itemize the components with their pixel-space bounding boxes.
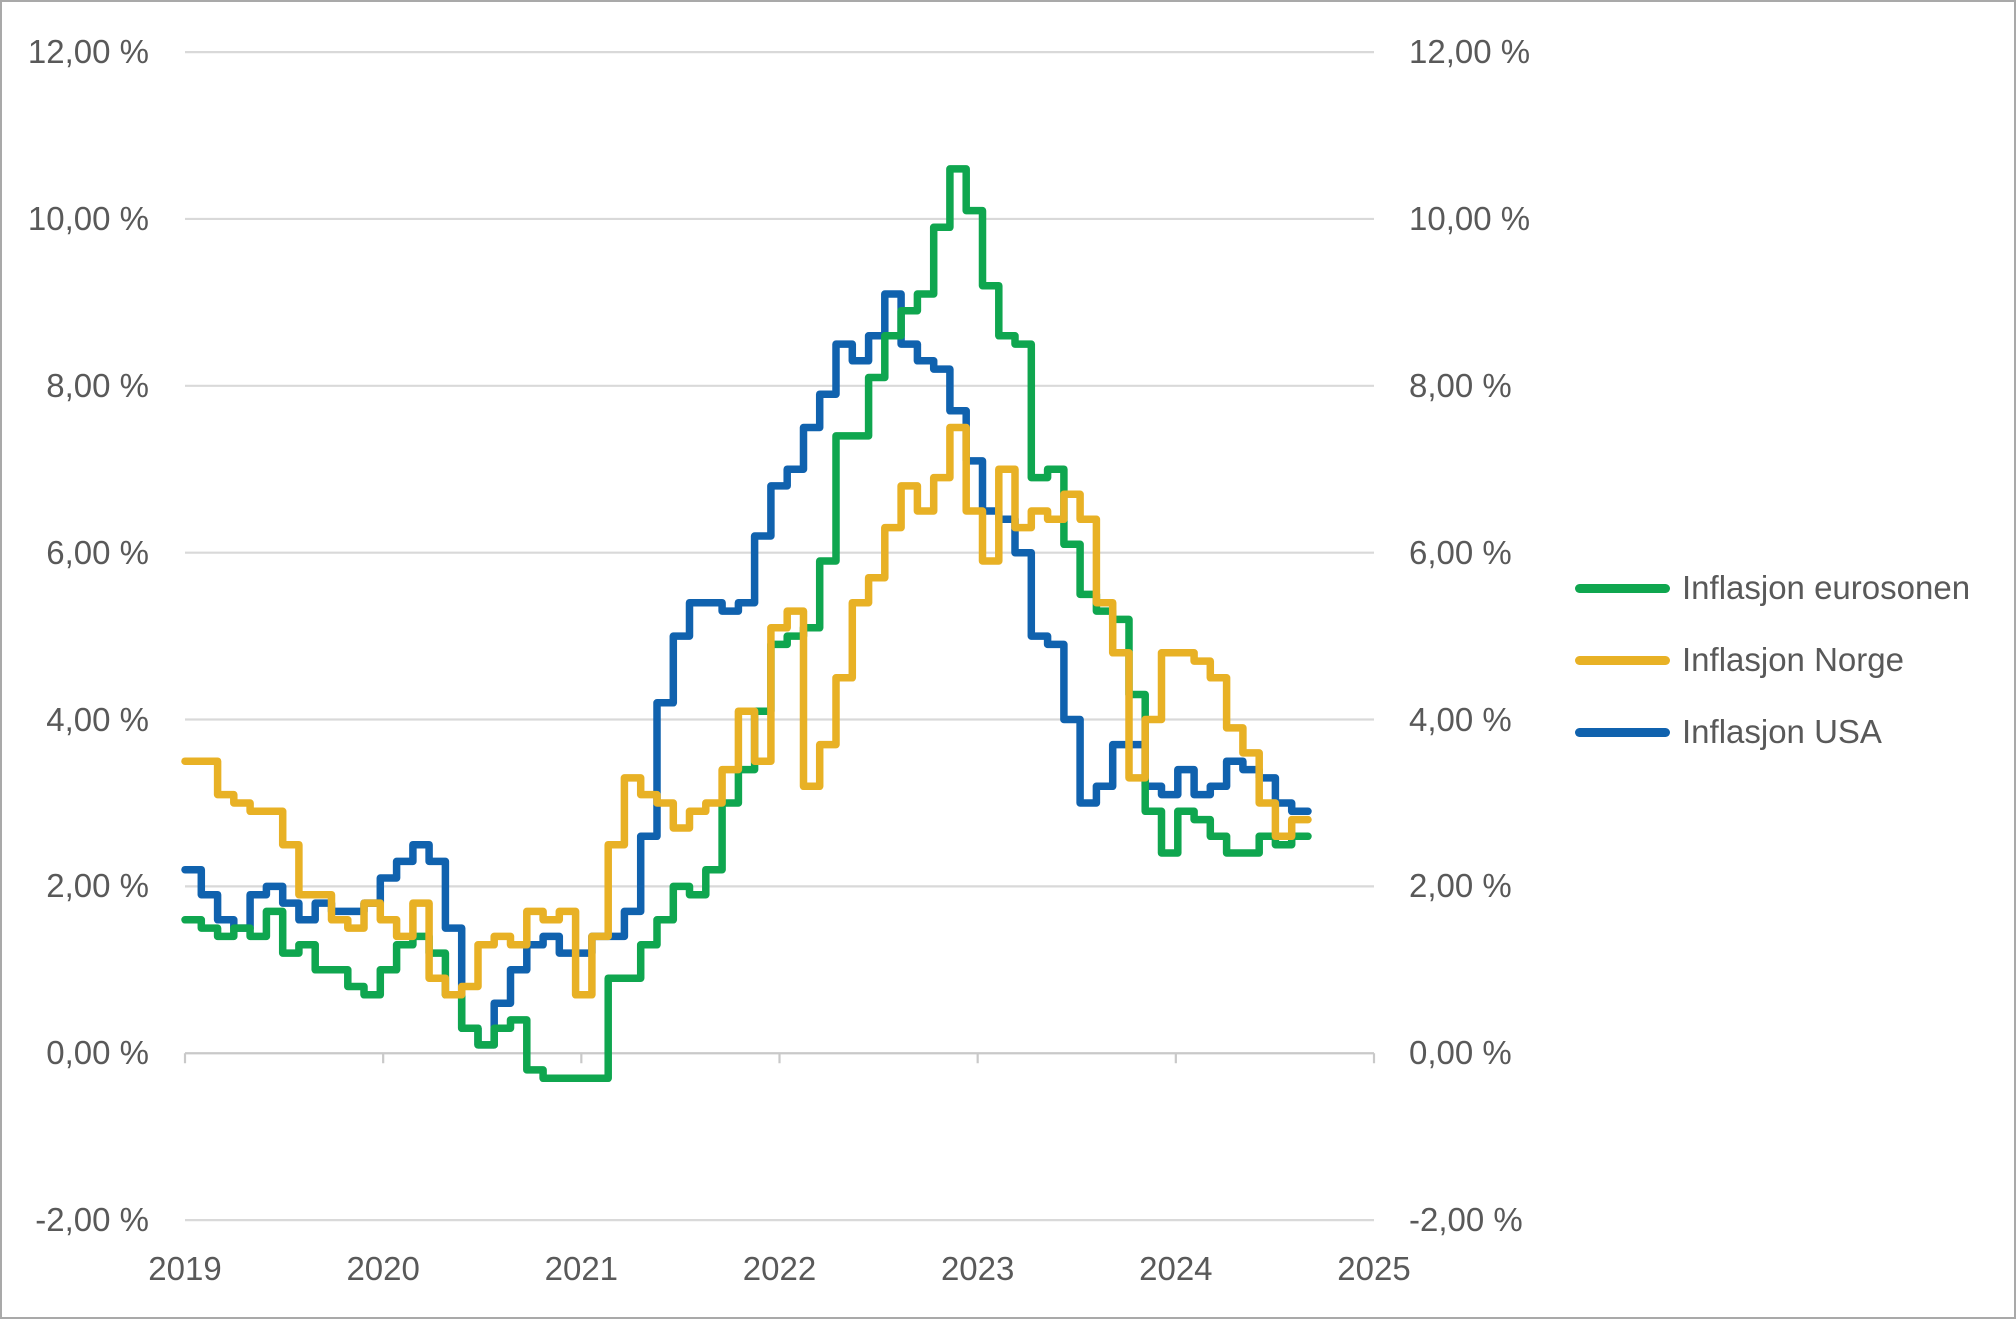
series-line-inflasjon-norge [181,423,1312,999]
y-axis-label-right: 2,00 % [1409,867,1512,905]
legend-line-swatch [1575,656,1670,665]
series-line-inflasjon-eurosonen [181,165,1312,1083]
y-axis-label-left: 0,00 % [46,1034,149,1072]
y-axis-label-right: 0,00 % [1409,1034,1512,1072]
y-axis-label-right: 12,00 % [1409,33,1531,71]
y-axis-label-right: 4,00 % [1409,700,1512,738]
x-axis-label: 2022 [742,1250,817,1287]
legend-line-swatch [1575,728,1670,737]
legend-label: Inflasjon Norge [1682,641,1904,678]
y-axis-label-left: -2,00 % [35,1201,149,1239]
y-axis-label-left: 8,00 % [46,366,149,404]
legend-line-swatch [1575,584,1670,593]
x-axis-label: 2020 [346,1250,420,1287]
y-axis-label-left: 2,00 % [46,867,149,905]
gridlines [183,50,1376,1222]
legend-label: Inflasjon USA [1682,713,1882,750]
y-axis-label-left: 4,00 % [46,700,149,738]
y-axis-label-right: -2,00 % [1409,1201,1523,1239]
y-axis-label-left: 10,00 % [27,199,149,237]
y-axis-label-right: 8,00 % [1409,366,1512,404]
legend-label: Inflasjon eurosonen [1682,569,1971,606]
x-axis-label: 2025 [1337,1250,1411,1287]
y-axis-label-right: 10,00 % [1409,199,1531,237]
x-axis-label: 2019 [148,1250,222,1287]
y-axis-label-left: 12,00 % [27,33,149,71]
series-line-inflasjon-usa [181,290,1312,1049]
x-axis-label: 2023 [940,1250,1015,1287]
y-axis-label-right: 6,00 % [1409,533,1512,571]
series-lines [181,165,1312,1083]
x-axis-label: 2021 [544,1250,619,1287]
x-axis-label: 2024 [1139,1250,1213,1287]
y-axis-label-left: 6,00 % [46,533,149,571]
